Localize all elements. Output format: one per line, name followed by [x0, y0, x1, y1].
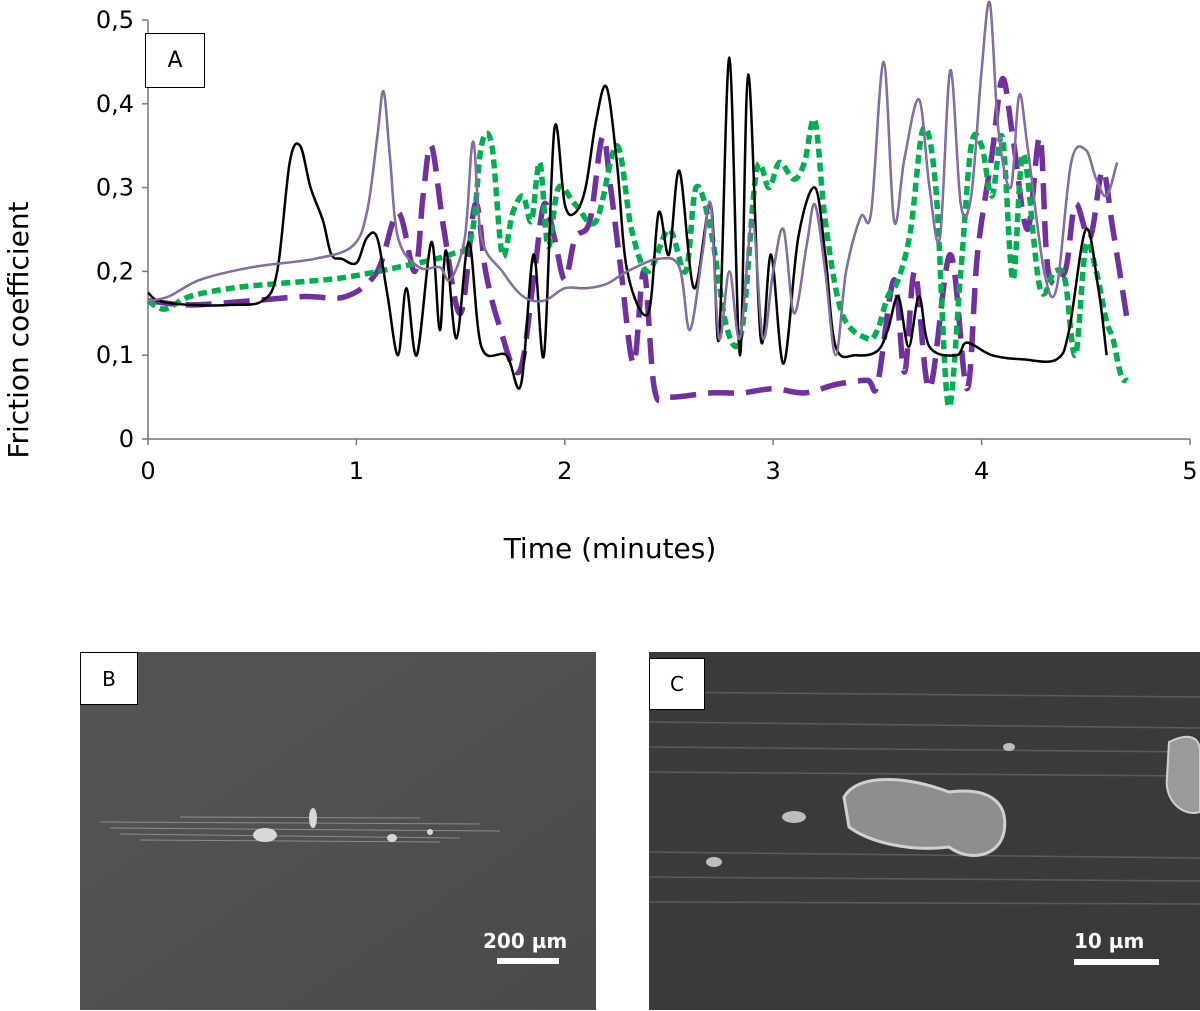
y-tick-label: 0,4: [96, 90, 134, 118]
chart-axes: [142, 19, 1191, 445]
x-axis-title: Time (minutes): [503, 532, 717, 565]
chart-series: [146, 0, 1131, 410]
friction-chart: 0 0,1 0,2 0,3 0,4 0,5 0 1 2 3 4 5 Time (minutes) Fr…: [2, 0, 1198, 565]
scale-label-b: 200 µm: [483, 929, 568, 953]
y-tick-label: 0,5: [96, 6, 134, 34]
x-tick-label: 1: [349, 457, 364, 485]
scale-bar-c: [1074, 959, 1159, 965]
panel-label-c: C: [649, 658, 705, 710]
series-line-2-highlight: [147, 1, 1118, 356]
chart-tick-labels: 0 0,1 0,2 0,3 0,4 0,5 0 1 2 3 4 5: [96, 6, 1198, 485]
x-tick-label: 5: [1182, 457, 1197, 485]
y-axis-title: Friction coefficient: [2, 201, 35, 458]
sem-micrograph-b: B 200 µm: [80, 652, 596, 1010]
y-tick-label: 0,2: [96, 257, 134, 285]
sem-micrograph-c: C 10 µm: [649, 652, 1200, 1010]
x-tick-label: 0: [140, 457, 155, 485]
x-tick-label: 2: [557, 457, 572, 485]
panel-label-a: A: [145, 33, 205, 88]
series-line-4: [146, 116, 1129, 410]
sem-texture-c: [649, 652, 1200, 1010]
sem-texture-b: [80, 652, 596, 1010]
y-tick-label: 0,1: [96, 341, 134, 369]
y-tick-label: 0: [119, 425, 134, 453]
series-line-3: [147, 75, 1131, 404]
scale-bar-b: [497, 958, 559, 964]
panel-label-b: B: [80, 652, 138, 705]
x-tick-label: 4: [974, 457, 989, 485]
x-tick-label: 3: [766, 457, 781, 485]
scale-label-c: 10 µm: [1074, 929, 1145, 953]
y-tick-label: 0,3: [96, 174, 134, 202]
